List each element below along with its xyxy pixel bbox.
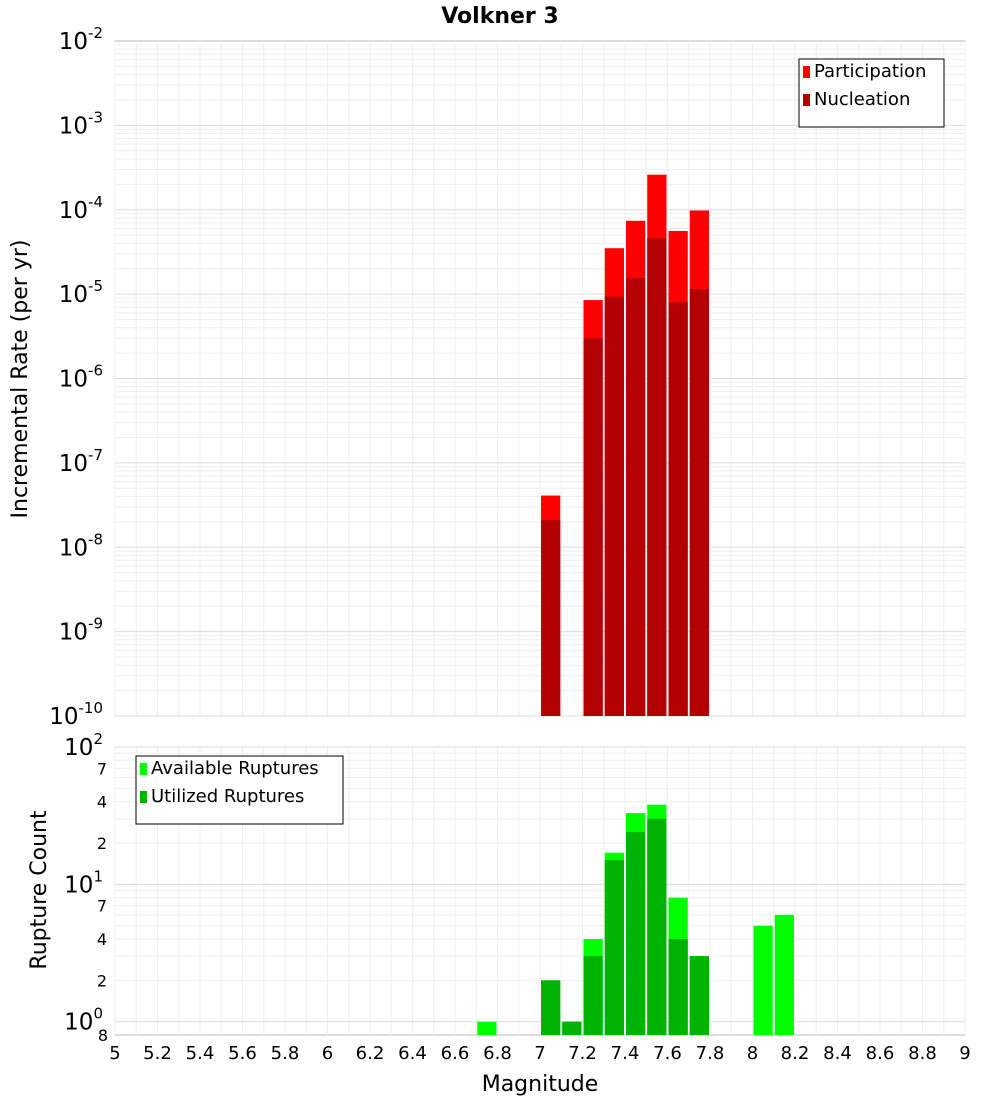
rate-bars: [541, 174, 709, 717]
x-tick-label: 8.8: [908, 1043, 937, 1064]
chart-title: Volkner 3: [441, 4, 559, 29]
y-minor-tick-label: 8: [98, 1026, 108, 1045]
y-tick-label: 10-3: [59, 108, 103, 139]
rate-plot: 10-10 10-9 10-8 10-7 10-6 10-5 10-4 10-3 10-2 Pa…: [49, 24, 966, 730]
bar-available-ruptures: [753, 925, 773, 1035]
legend-swatch: [140, 791, 147, 803]
x-tick-label: 8: [747, 1043, 758, 1064]
x-tick-label: 7.6: [653, 1043, 682, 1064]
x-tick-label: 5.2: [143, 1043, 172, 1064]
x-tick-label: 5: [109, 1043, 120, 1064]
x-tick-label: 7.8: [696, 1043, 725, 1064]
x-tick-label: 5.6: [228, 1043, 257, 1064]
rate-grid: [114, 41, 966, 717]
bar-utilized-ruptures: [626, 832, 646, 1035]
x-tick-label: 7: [534, 1043, 545, 1064]
y-tick-label: 10-8: [59, 530, 103, 561]
rate-legend: Participation Nucleation: [798, 58, 945, 128]
legend-swatch: [803, 94, 810, 106]
y-tick-label: 10-4: [59, 193, 103, 224]
bar-nucleation: [604, 296, 624, 716]
bar-nucleation: [541, 520, 561, 716]
legend-label: Participation: [814, 61, 926, 82]
y-minor-tick-label: 2: [97, 971, 107, 990]
y-tick-label: 10-10: [49, 699, 103, 730]
x-tick-label: 9: [959, 1043, 970, 1064]
bar-utilized-ruptures: [647, 818, 667, 1035]
bar-available-ruptures: [477, 1021, 497, 1035]
bar-utilized-ruptures: [668, 939, 688, 1035]
count-bars: [477, 804, 794, 1035]
count-plot: 100 101 102 8 2 4 7 2 4 7 Available Ruptures Utili…: [64, 730, 966, 1045]
x-tick-label: 7.4: [611, 1043, 640, 1064]
y-tick-label: 10-2: [59, 24, 103, 55]
bar-utilized-ruptures: [541, 980, 561, 1035]
legend-label: Available Ruptures: [151, 758, 319, 779]
count-grid: [114, 746, 966, 1035]
y-tick-label: 10-9: [59, 615, 103, 646]
y-tick-label: 101: [64, 867, 103, 898]
y-minor-tick-label: 4: [97, 930, 107, 949]
x-tick-label: 6.8: [483, 1043, 512, 1064]
rate-y-ticks: 10-10 10-9 10-8 10-7 10-6 10-5 10-4 10-3 10-2: [49, 24, 103, 730]
x-tick-label: 6: [322, 1043, 333, 1064]
count-y-axis-title: Rupture Count: [27, 810, 52, 970]
y-minor-tick-label: 2: [97, 834, 107, 853]
legend-swatch: [140, 763, 147, 775]
legend-label: Nucleation: [814, 89, 910, 110]
bar-utilized-ruptures: [583, 956, 603, 1035]
x-tick-label: 7.2: [568, 1043, 597, 1064]
bar-nucleation: [689, 289, 709, 716]
count-legend: Available Ruptures Utilized Ruptures: [135, 755, 344, 825]
x-tick-label: 8.6: [866, 1043, 895, 1064]
bar-nucleation: [647, 238, 667, 716]
legend-label: Utilized Ruptures: [151, 786, 304, 807]
y-minor-tick-label: 7: [97, 759, 107, 778]
x-tick-label: 6.6: [441, 1043, 470, 1064]
x-axis-title: Magnitude: [482, 1072, 599, 1097]
bar-available-ruptures: [774, 914, 794, 1035]
bar-nucleation: [583, 338, 603, 716]
x-tick-label: 8.2: [781, 1043, 810, 1064]
bar-nucleation: [626, 278, 646, 716]
legend-box: [135, 755, 344, 825]
x-tick-label: 5.8: [271, 1043, 300, 1064]
bar-nucleation: [668, 302, 688, 716]
y-tick-label: 10-5: [59, 277, 103, 308]
x-tick-label: 6.4: [398, 1043, 427, 1064]
x-tick-label: 6.2: [356, 1043, 385, 1064]
y-tick-label: 100: [64, 1005, 103, 1036]
bar-utilized-ruptures: [604, 860, 624, 1035]
legend-swatch: [803, 66, 810, 78]
bar-utilized-ruptures: [562, 1021, 582, 1035]
x-tick-label: 5.4: [186, 1043, 215, 1064]
rate-y-axis-title: Incremental Rate (per yr): [8, 240, 33, 519]
bar-utilized-ruptures: [689, 956, 709, 1035]
legend-box: [798, 58, 945, 128]
x-axis-ticks: 5 5.2 5.4 5.6 5.8 6 6.2 6.4 6.6 6.8 7 7.2 7.4 7.6 7.8 8…: [109, 1043, 970, 1064]
x-tick-label: 8.4: [823, 1043, 852, 1064]
y-minor-tick-label: 4: [97, 793, 107, 812]
count-y-ticks: 100 101 102 8 2 4 7 2 4 7: [64, 730, 108, 1045]
y-tick-label: 10-7: [59, 446, 103, 477]
y-tick-label: 10-6: [59, 362, 103, 393]
y-tick-label: 102: [64, 730, 103, 761]
y-minor-tick-label: 7: [97, 897, 107, 916]
